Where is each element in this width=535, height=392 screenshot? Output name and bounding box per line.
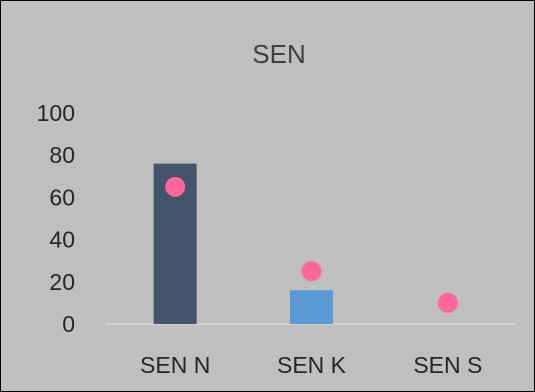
bar	[290, 290, 333, 324]
x-category-label: SEN N	[140, 352, 210, 378]
y-tick-label: 60	[49, 184, 75, 210]
y-tick-label: 80	[49, 142, 75, 168]
x-axis-category-labels: SEN N SEN K SEN S	[140, 352, 482, 378]
y-tick-label: 20	[49, 269, 75, 295]
data-point	[165, 176, 186, 197]
y-tick-label: 0	[62, 311, 75, 337]
x-category-label: SEN S	[413, 352, 482, 378]
data-point	[301, 261, 322, 282]
y-tick-label: 100	[37, 100, 75, 126]
data-point	[437, 292, 458, 313]
y-tick-label: 40	[49, 227, 75, 253]
chart-title: SEN	[252, 39, 305, 69]
x-category-label: SEN K	[277, 352, 347, 378]
point-series	[165, 176, 458, 313]
y-axis-tick-labels: 0 20 40 60 80 100	[37, 100, 75, 337]
